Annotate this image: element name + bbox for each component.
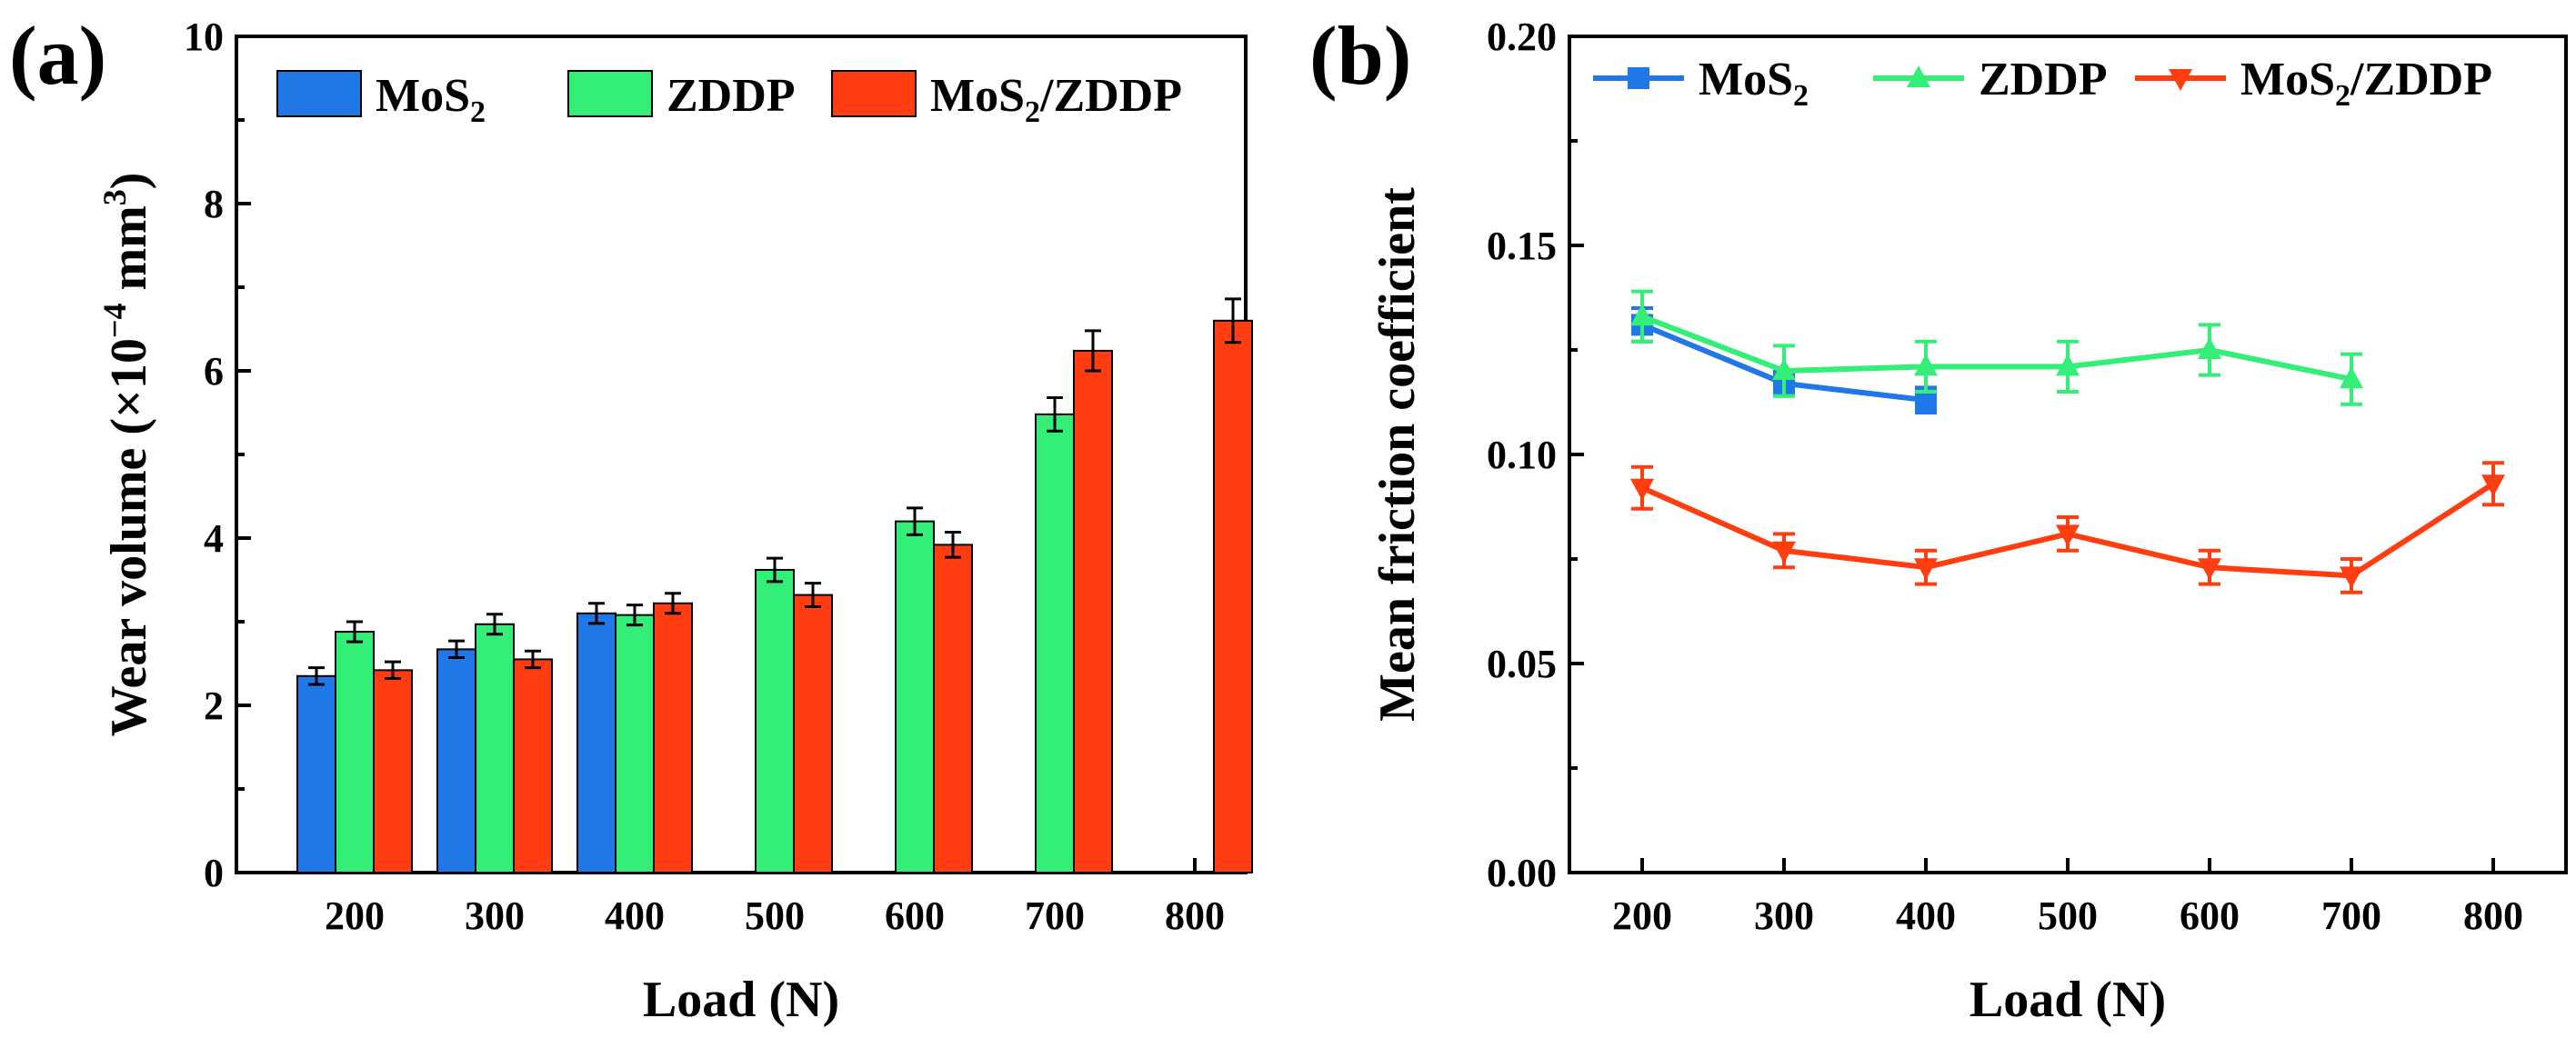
bar-mixed-200 (373, 669, 413, 873)
legend-marker-mos2 (1628, 67, 1649, 89)
y-tick-label: 10 (184, 15, 224, 59)
y-title-unit-exponent: 3 (96, 189, 133, 205)
x-tick-label: 800 (1165, 893, 1225, 938)
legend-label-suffix: /ZDDP (1039, 70, 1182, 122)
y-tick-label: 0.15 (1487, 224, 1557, 268)
legend-label-subscript: 2 (1025, 95, 1040, 129)
x-tick-label: 400 (1896, 893, 1956, 938)
x-tick-label: 700 (2321, 893, 2381, 938)
bar-zddp-500 (755, 568, 795, 874)
bar-zddp-200 (335, 631, 375, 873)
legend-label-zddp: ZDDP (1979, 54, 2108, 105)
x-tick-label: 500 (745, 893, 805, 938)
x-tick-label: 300 (465, 893, 525, 938)
data-point-zddp-700 (2340, 366, 2363, 389)
bar-mixed-600 (933, 544, 973, 873)
data-point-mixed-500 (2056, 524, 2080, 547)
legend-label-text: ZDDP (1979, 54, 2108, 105)
panel-label-a: (a) (9, 9, 106, 102)
legend-swatch-mixed (831, 70, 917, 117)
bar-mixed-400 (653, 602, 693, 873)
legend-label-text: MoS (1699, 54, 1793, 105)
bar-mixed-700 (1073, 349, 1113, 874)
data-point-zddp-300 (1772, 358, 1796, 380)
x-tick-label: 600 (885, 893, 945, 938)
y-tick-label: 0 (204, 851, 224, 895)
data-point-zddp-200 (1630, 304, 1654, 326)
legend-swatch-zddp (567, 70, 653, 117)
y-tick-label: 8 (204, 182, 224, 226)
data-point-mixed-300 (1772, 541, 1796, 564)
y-tick-label: 0.05 (1487, 642, 1557, 686)
y-tick-label: 4 (204, 516, 224, 561)
x-tick-label: 200 (1612, 893, 1672, 938)
data-point-zddp-400 (1914, 354, 1938, 376)
bar-zddp-300 (475, 623, 515, 873)
y-title-close: ) (101, 173, 157, 190)
x-axis-title-a: Load (N) (643, 972, 839, 1028)
legend-label-text: MoS (2240, 54, 2335, 105)
bar-mixed-800 (1213, 319, 1253, 873)
data-point-zddp-600 (2198, 337, 2221, 359)
x-tick-label: 300 (1754, 893, 1814, 938)
x-tick-label: 200 (325, 893, 385, 938)
data-point-mixed-800 (2481, 474, 2505, 497)
y-title-exponent: −4 (96, 304, 133, 339)
bar-zddp-600 (895, 520, 935, 873)
legend-label-mixed: MoS2/ZDDP (2240, 54, 2492, 113)
legend-label-mixed: MoS2/ZDDP (930, 70, 1182, 129)
legend-label-mos2: MoS2 (1699, 54, 1809, 113)
panel-label-b: (b) (1309, 9, 1411, 102)
bar-mos2-300 (436, 648, 476, 873)
series-line-zddp (1640, 314, 2352, 383)
x-tick-label: 400 (605, 893, 665, 938)
y-tick-label: 0.10 (1487, 433, 1557, 477)
y-axis-title-b: Mean friction coefficient (1369, 187, 1426, 722)
y-tick-label: 0.20 (1487, 15, 1557, 59)
data-point-mixed-700 (2340, 566, 2363, 589)
legend-label-zddp: ZDDP (667, 70, 796, 122)
data-point-mixed-600 (2198, 558, 2221, 581)
bar-mixed-500 (793, 594, 833, 873)
y-title-main: Wear volume (×10 (101, 338, 157, 736)
legend-marker-zddp (1907, 65, 1930, 87)
x-tick-label: 700 (1025, 893, 1085, 938)
legend-label-subscript: 2 (470, 95, 486, 129)
x-axis-title-b: Load (N) (1970, 972, 2166, 1028)
y-tick-label: 2 (204, 684, 224, 728)
bar-zddp-400 (615, 614, 655, 873)
data-point-zddp-500 (2056, 354, 2080, 376)
legend-label-text: MoS (376, 70, 470, 122)
x-tick-label: 600 (2180, 893, 2240, 938)
legend-label-mos2: MoS2 (376, 70, 486, 129)
x-tick-label: 800 (2463, 893, 2523, 938)
y-tick-label: 6 (204, 349, 224, 394)
legend-swatch-mos2 (276, 70, 362, 117)
legend-marker-mixed (2169, 69, 2192, 91)
data-point-mixed-400 (1914, 558, 1938, 581)
x-tick-label: 500 (2038, 893, 2098, 938)
legend-label-subscript: 2 (2335, 79, 2350, 113)
legend-label-suffix: /ZDDP (2350, 54, 2492, 105)
bar-mos2-400 (576, 612, 616, 873)
plot-frame-b (1568, 35, 2568, 874)
bar-mixed-300 (513, 658, 553, 874)
y-axis-title-a: Wear volume (×10−4 mm3) (96, 173, 157, 737)
bar-mos2-200 (296, 674, 336, 873)
y-tick-label: 0.00 (1487, 851, 1557, 895)
legend-label-subscript: 2 (1793, 79, 1809, 113)
legend-label-text: ZDDP (667, 70, 796, 122)
bar-zddp-700 (1035, 413, 1075, 873)
data-point-mixed-200 (1630, 478, 1654, 501)
panel-b-friction-chart: (b) 0.00 0.05 0.10 0.15 0.20 200 300 400 500 600 70… (1309, 9, 2568, 1028)
legend-label-text: MoS (930, 70, 1025, 122)
y-title-unit: mm (101, 205, 157, 303)
